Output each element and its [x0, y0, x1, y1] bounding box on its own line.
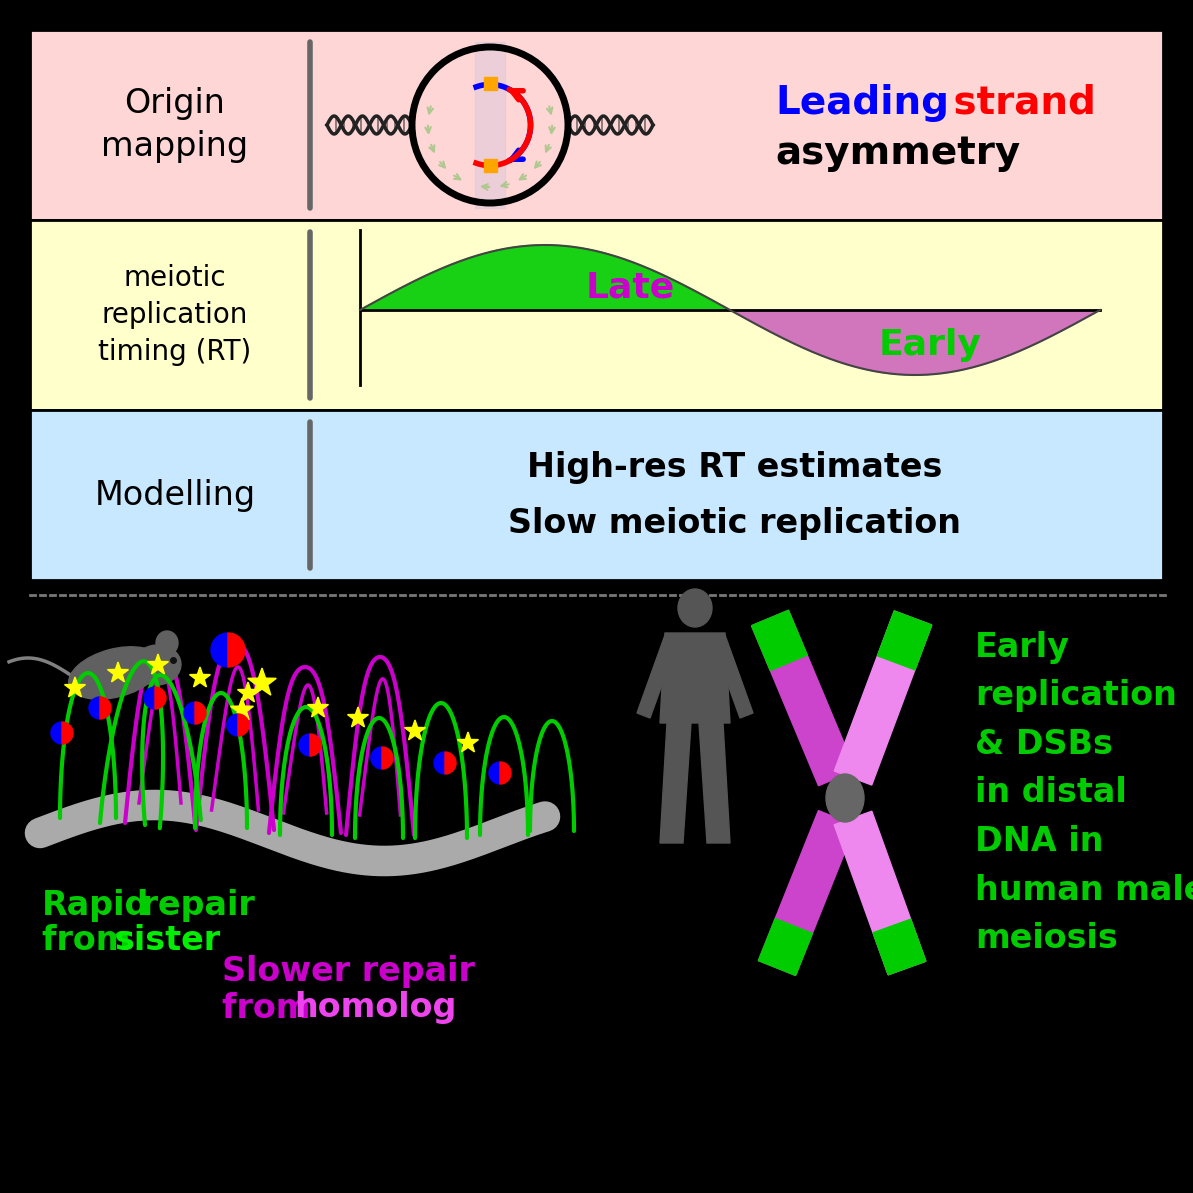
Bar — [30, 220, 1163, 410]
Polygon shape — [144, 687, 155, 709]
Polygon shape — [500, 762, 511, 784]
Polygon shape — [382, 747, 392, 769]
Text: meiotic
replication
timing (RT): meiotic replication timing (RT) — [98, 264, 252, 366]
Polygon shape — [230, 698, 253, 719]
Bar — [30, 30, 1163, 220]
Polygon shape — [248, 668, 277, 696]
Polygon shape — [228, 633, 245, 667]
Polygon shape — [227, 713, 237, 736]
Polygon shape — [347, 707, 369, 727]
Polygon shape — [759, 810, 855, 976]
Polygon shape — [752, 611, 855, 786]
Polygon shape — [759, 919, 812, 976]
Polygon shape — [458, 733, 478, 752]
Text: sister: sister — [115, 925, 221, 958]
Polygon shape — [834, 611, 932, 785]
Polygon shape — [148, 654, 168, 674]
Text: homolog: homolog — [293, 991, 457, 1025]
Polygon shape — [660, 633, 730, 723]
Text: asymmetry: asymmetry — [775, 134, 1020, 172]
Ellipse shape — [156, 631, 178, 655]
Text: Rapid: Rapid — [42, 889, 149, 921]
Polygon shape — [404, 721, 426, 740]
Polygon shape — [489, 762, 500, 784]
Polygon shape — [100, 697, 111, 719]
Polygon shape — [237, 682, 259, 701]
Polygon shape — [699, 723, 730, 843]
Text: Leading: Leading — [775, 84, 948, 122]
Polygon shape — [445, 752, 456, 774]
Polygon shape — [308, 697, 328, 717]
Polygon shape — [184, 701, 194, 724]
Bar — [484, 159, 497, 172]
Text: High-res RT estimates: High-res RT estimates — [527, 451, 942, 483]
Text: Late: Late — [586, 271, 674, 305]
Text: Origin
mapping: Origin mapping — [101, 87, 248, 163]
Polygon shape — [194, 701, 206, 724]
Polygon shape — [237, 713, 249, 736]
Polygon shape — [752, 611, 808, 670]
Text: Slower repair: Slower repair — [222, 954, 475, 988]
Ellipse shape — [134, 645, 181, 685]
Polygon shape — [155, 687, 166, 709]
Bar — [484, 78, 497, 91]
Text: Modelling: Modelling — [94, 478, 255, 512]
Text: Slow meiotic replication: Slow meiotic replication — [508, 507, 962, 539]
Ellipse shape — [69, 647, 161, 699]
Bar — [30, 410, 1163, 580]
Ellipse shape — [826, 774, 864, 822]
Polygon shape — [878, 611, 932, 669]
Polygon shape — [834, 811, 926, 975]
Polygon shape — [89, 697, 100, 719]
Polygon shape — [190, 667, 210, 687]
Polygon shape — [51, 722, 62, 744]
Polygon shape — [434, 752, 445, 774]
Polygon shape — [873, 920, 926, 975]
Ellipse shape — [678, 589, 712, 628]
Text: from: from — [42, 925, 142, 958]
Text: Early
replication
& DSBs
in distal
DNA in
human male
meiosis: Early replication & DSBs in distal DNA i… — [975, 631, 1193, 956]
Bar — [475, 42, 505, 208]
Text: repair: repair — [130, 889, 255, 921]
Text: strand: strand — [940, 84, 1096, 122]
Polygon shape — [64, 676, 86, 697]
Text: from: from — [222, 991, 322, 1025]
Polygon shape — [310, 734, 321, 756]
Polygon shape — [299, 734, 310, 756]
Polygon shape — [107, 662, 129, 682]
Polygon shape — [211, 633, 228, 667]
Text: Early: Early — [878, 328, 982, 361]
Polygon shape — [713, 635, 753, 718]
Polygon shape — [371, 747, 382, 769]
Polygon shape — [637, 635, 676, 718]
Polygon shape — [62, 722, 73, 744]
Polygon shape — [660, 723, 691, 843]
